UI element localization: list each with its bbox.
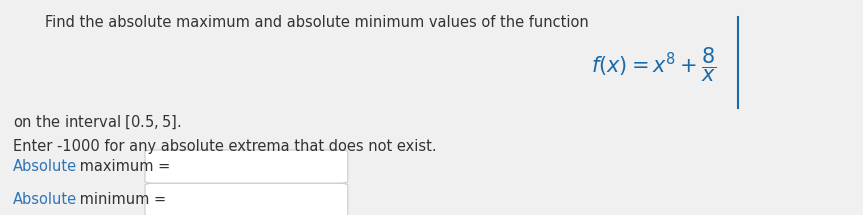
FancyBboxPatch shape <box>145 150 348 183</box>
Text: $f(x) = x^8 + \dfrac{8}{x}$: $f(x) = x^8 + \dfrac{8}{x}$ <box>591 45 717 84</box>
Text: maximum =: maximum = <box>75 159 170 174</box>
Text: Absolute: Absolute <box>13 159 77 174</box>
Text: on the interval $\left[0.5, 5\right]$.: on the interval $\left[0.5, 5\right]$. <box>13 114 181 131</box>
Text: Absolute: Absolute <box>13 192 77 207</box>
Text: minimum =: minimum = <box>75 192 167 207</box>
Text: Enter -1000 for any absolute extrema that does not exist.: Enter -1000 for any absolute extrema tha… <box>13 139 437 154</box>
Text: Find the absolute maximum and absolute minimum values of the function: Find the absolute maximum and absolute m… <box>45 15 589 30</box>
FancyBboxPatch shape <box>145 183 348 215</box>
